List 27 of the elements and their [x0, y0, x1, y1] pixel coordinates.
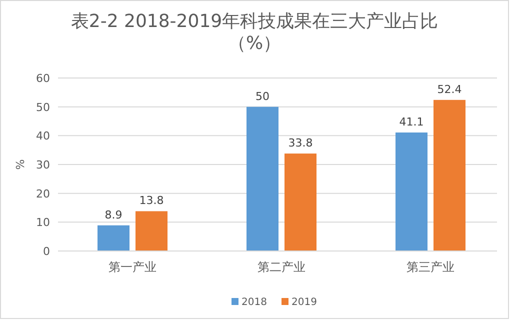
legend-label: 2018: [242, 297, 267, 308]
bar: [98, 225, 130, 251]
data-label: 52.4: [437, 82, 462, 96]
y-tick-label: 20: [36, 187, 50, 200]
chart-title: 表2-2 2018-2019年科技成果在三大产业占比: [70, 11, 438, 32]
bar: [136, 211, 168, 251]
bar: [284, 154, 316, 251]
y-tick-label: 0: [43, 245, 50, 258]
data-label: 8.9: [104, 208, 122, 222]
bar: [396, 132, 428, 251]
x-tick-label: 第一产业: [108, 260, 156, 274]
data-label: 13.8: [139, 194, 164, 208]
bar: [434, 100, 466, 251]
y-axis-title: %: [14, 159, 27, 170]
x-tick-label: 第三产业: [406, 260, 454, 274]
y-tick-label: 10: [36, 216, 50, 230]
y-tick-label: 30: [36, 158, 50, 172]
y-tick-label: 60: [36, 72, 50, 85]
data-label: 50: [256, 90, 270, 103]
chart-subtitle: （%）: [228, 33, 282, 54]
bar: [246, 106, 278, 251]
legend-label: 2019: [292, 297, 317, 308]
data-label: 33.8: [288, 136, 313, 150]
data-label: 41.1: [399, 115, 424, 128]
x-tick-label: 第二产业: [258, 260, 306, 274]
y-tick-label: 50: [36, 100, 50, 114]
y-tick-label: 40: [36, 130, 50, 143]
